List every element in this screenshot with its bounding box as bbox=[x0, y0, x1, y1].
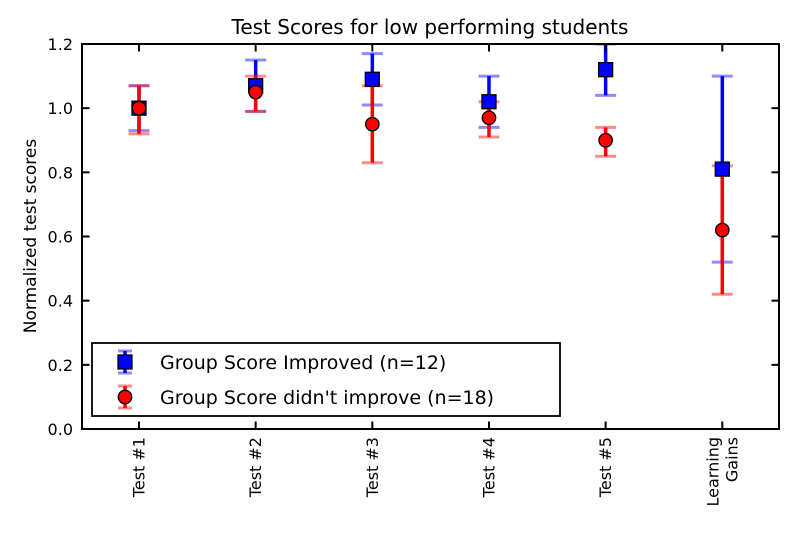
y-tick-label: 0.2 bbox=[48, 356, 73, 375]
marker-circle bbox=[248, 84, 264, 100]
x-tick-label: Test #1 bbox=[130, 437, 149, 498]
x-tick-label: Test #3 bbox=[363, 437, 382, 498]
legend-box bbox=[91, 342, 561, 417]
marker-square bbox=[597, 62, 614, 78]
y-axis-label: Normalized test scores bbox=[21, 139, 41, 334]
marker-circle bbox=[364, 116, 380, 132]
chart-title: Test Scores for low performing students bbox=[231, 15, 629, 39]
y-tick-label: 1.0 bbox=[48, 99, 73, 118]
x-tick-label: Test #2 bbox=[246, 437, 265, 498]
y-tick-label: 0.6 bbox=[48, 228, 73, 247]
axes-ticks: 0.0 0.2 0.4 0.6 0.8 1.0 1.2 Test #1 Test #2 Test … bbox=[48, 35, 779, 506]
marker-circle bbox=[481, 110, 497, 126]
y-tick-label: 0.0 bbox=[48, 420, 73, 439]
x-tick-label: Test #5 bbox=[596, 437, 615, 498]
legend: Group Score Improved (n=12) Group Score … bbox=[91, 342, 561, 417]
y-tick-label: 1.2 bbox=[48, 35, 73, 54]
marker-circle bbox=[714, 222, 730, 238]
marker-square bbox=[481, 94, 497, 110]
legend-label-not-improved: Group Score didn't improve (n=18) bbox=[160, 387, 494, 409]
x-tick-label: Learning bbox=[703, 437, 722, 506]
legend-key-square bbox=[117, 354, 133, 370]
marker-square bbox=[714, 161, 730, 177]
x-tick-label: Gains bbox=[722, 437, 741, 482]
y-tick-label: 0.8 bbox=[48, 163, 73, 182]
legend-label-improved: Group Score Improved (n=12) bbox=[160, 352, 446, 374]
plot-border bbox=[81, 43, 780, 430]
y-tick-label: 0.4 bbox=[48, 292, 73, 311]
marker-circle bbox=[598, 132, 613, 148]
marker-square bbox=[364, 71, 380, 87]
plot-series bbox=[128, 44, 733, 296]
legend-key-circle bbox=[117, 389, 133, 405]
x-tick-label: Test #4 bbox=[479, 437, 498, 498]
marker-circle bbox=[131, 100, 147, 116]
legend-keys bbox=[117, 349, 133, 410]
